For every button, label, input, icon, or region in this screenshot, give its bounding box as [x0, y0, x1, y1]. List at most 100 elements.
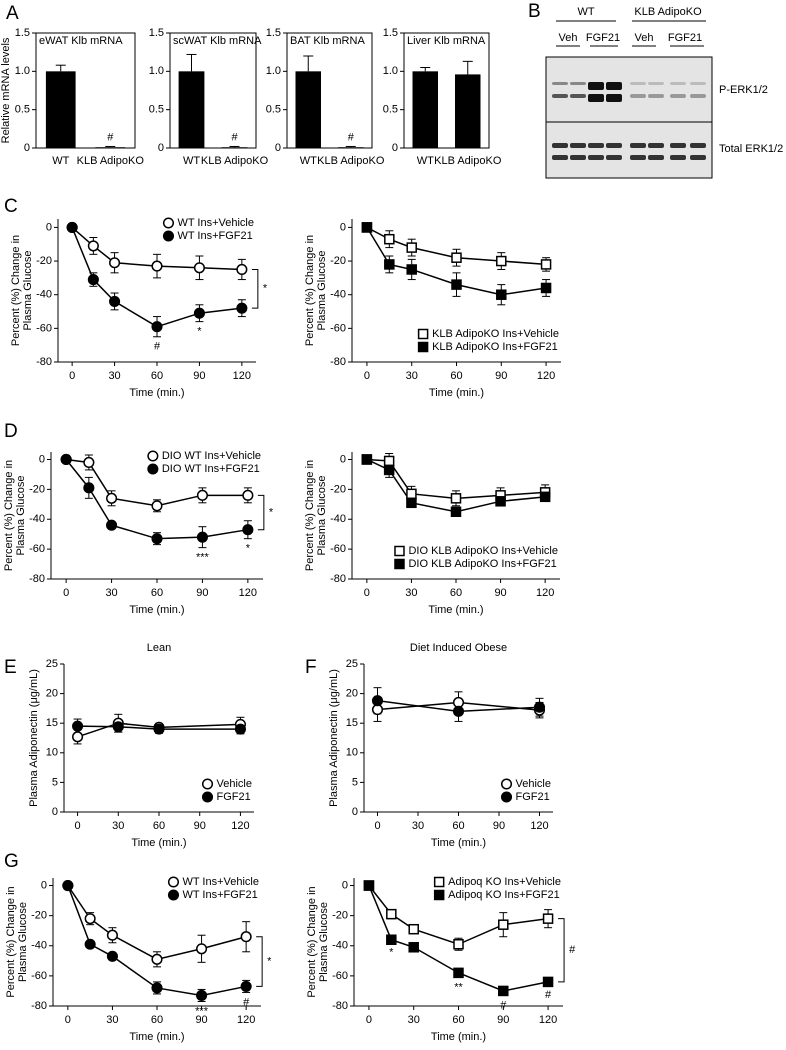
- blot-band: [570, 82, 586, 85]
- bracket: [251, 268, 259, 309]
- annotation: **: [454, 981, 463, 993]
- marker: [72, 720, 84, 732]
- y-tick-label: 1.5: [15, 27, 30, 39]
- marker: [87, 240, 99, 252]
- x-tick-label: 0: [63, 587, 69, 599]
- marker: [196, 489, 208, 501]
- marker: [542, 913, 554, 924]
- y-tick-label: 0: [46, 221, 52, 233]
- blot-band: [606, 155, 622, 160]
- y-tick-label: 0: [392, 142, 398, 154]
- y-axis-label: Plasma Glucose: [316, 250, 328, 330]
- x-tick-label: 60: [153, 820, 165, 832]
- x-tick-label: 120: [536, 587, 554, 599]
- legend-label: FGF21: [217, 791, 251, 803]
- marker: [87, 274, 99, 286]
- x-tick-label: 0: [65, 1014, 71, 1026]
- panel-label: G: [4, 851, 19, 872]
- legend-label: WT Ins+FGF21: [182, 889, 257, 901]
- blot-band: [606, 82, 622, 90]
- legend-marker: [433, 876, 445, 888]
- marker: [196, 943, 208, 955]
- x-tick-label: 90: [493, 820, 505, 832]
- y-axis-label: Percent (%) Change in: [3, 460, 15, 571]
- marker: [498, 919, 509, 930]
- legend-label: DIO WT Ins+Vehicle: [162, 450, 261, 462]
- y-tick-label: -40: [330, 513, 346, 525]
- legend-marker: [167, 876, 180, 888]
- legend-marker: [201, 778, 214, 790]
- x-axis-label: Time (min.): [428, 604, 483, 616]
- marker: [384, 233, 395, 245]
- x-tick-label: KLB AdipoKO: [77, 155, 145, 167]
- legend-label: KLB AdipoKO Ins+FGF21: [432, 341, 558, 353]
- blot-band: [588, 94, 604, 102]
- y-tick-label: 0.5: [15, 104, 30, 116]
- y-axis-label: Plasma Glucose: [22, 250, 34, 330]
- bar: [412, 71, 438, 148]
- y-tick-label: -40: [330, 289, 346, 301]
- annotation: *: [197, 326, 202, 338]
- legend-marker: [162, 230, 175, 242]
- series-line: [77, 722, 241, 738]
- bracket-label: *: [267, 955, 272, 967]
- annotation: #: [154, 341, 161, 353]
- series-line: [368, 885, 549, 992]
- marker: [363, 880, 375, 891]
- legend-label: Vehicle: [516, 778, 551, 790]
- blot-band: [630, 143, 646, 148]
- axes-frame: [169, 32, 257, 149]
- y-tick-label: 0: [52, 806, 58, 818]
- annotation: #: [231, 131, 238, 143]
- x-tick-label: 60: [151, 370, 163, 382]
- blot-band: [630, 82, 646, 85]
- marker: [193, 262, 205, 274]
- chart-title: eWAT Klb mRNA: [39, 35, 123, 47]
- blot-band: [552, 143, 568, 148]
- annotation: #: [348, 131, 355, 143]
- legend-marker: [201, 791, 214, 803]
- blot-band: [588, 155, 604, 160]
- x-tick-label: 30: [108, 370, 120, 382]
- marker: [383, 455, 395, 467]
- x-axis-label: Time (min.): [431, 1031, 486, 1043]
- y-tick-label: 0: [342, 879, 348, 891]
- y-axis-label: Percent (%) Change in: [304, 235, 316, 346]
- x-tick-label: 90: [193, 370, 205, 382]
- y-tick-label: -20: [31, 910, 47, 922]
- marker: [542, 976, 554, 988]
- annotation: *: [246, 543, 251, 555]
- x-axis-label: Time (min.): [129, 1031, 184, 1043]
- blot-band: [670, 143, 686, 148]
- y-axis-label: Plasma Glucose: [17, 902, 29, 982]
- marker: [450, 493, 462, 504]
- x-tick-label: 60: [450, 587, 462, 599]
- x-tick-label: KLB AdipoKO: [317, 155, 385, 167]
- marker: [151, 321, 163, 333]
- marker: [539, 491, 551, 503]
- marker: [383, 464, 395, 476]
- legend-marker: [500, 778, 513, 790]
- marker: [496, 289, 507, 300]
- blot-band: [552, 94, 568, 98]
- chart-title: BAT Klb mRNA: [290, 35, 365, 47]
- bracket-label: #: [569, 944, 576, 956]
- bar: [45, 71, 76, 148]
- blot-band: [648, 94, 664, 98]
- annotation: ***: [196, 552, 210, 564]
- x-tick-label: WT: [52, 155, 69, 167]
- marker: [361, 454, 373, 465]
- bar: [295, 71, 321, 148]
- marker: [236, 302, 248, 314]
- y-tick-label: 1.5: [149, 27, 164, 39]
- x-tick-label: 30: [408, 1014, 420, 1026]
- y-tick-label: -80: [332, 1000, 348, 1012]
- legend-marker: [417, 341, 429, 353]
- marker: [496, 255, 507, 267]
- chart-title: Lean: [147, 642, 171, 654]
- y-axis-label: Percent (%) Change in: [10, 235, 22, 346]
